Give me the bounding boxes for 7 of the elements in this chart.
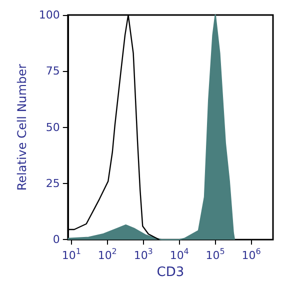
y-tick-label: 50 bbox=[46, 120, 60, 134]
y-tick-label: 25 bbox=[46, 176, 60, 190]
y-axis-title: Relative Cell Number bbox=[15, 64, 29, 191]
x-axis-title: CD3 bbox=[156, 265, 184, 280]
y-tick-label: 0 bbox=[52, 233, 60, 246]
y-tick-label: 100 bbox=[38, 8, 60, 22]
y-tick-label: 75 bbox=[46, 64, 60, 78]
